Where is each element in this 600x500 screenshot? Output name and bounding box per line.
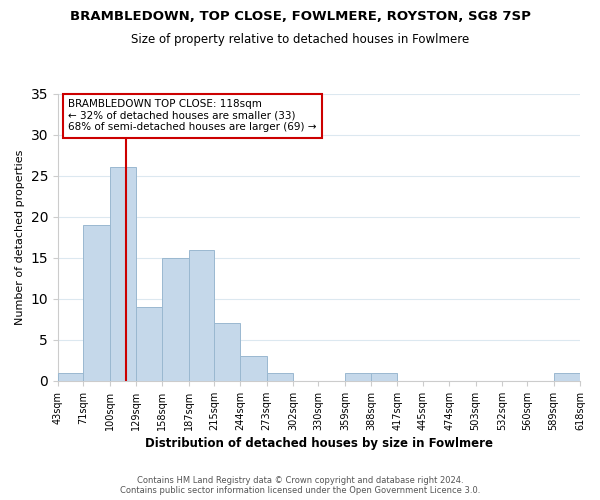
Bar xyxy=(371,372,397,381)
Text: Contains HM Land Registry data © Crown copyright and database right 2024.
Contai: Contains HM Land Registry data © Crown c… xyxy=(120,476,480,495)
Text: BRAMBLEDOWN TOP CLOSE: 118sqm
← 32% of detached houses are smaller (33)
68% of s: BRAMBLEDOWN TOP CLOSE: 118sqm ← 32% of d… xyxy=(68,99,317,132)
Bar xyxy=(554,372,580,381)
Y-axis label: Number of detached properties: Number of detached properties xyxy=(15,150,25,325)
Bar xyxy=(241,356,267,381)
Bar xyxy=(188,250,214,381)
Bar xyxy=(267,372,293,381)
X-axis label: Distribution of detached houses by size in Fowlmere: Distribution of detached houses by size … xyxy=(145,437,493,450)
Text: Size of property relative to detached houses in Fowlmere: Size of property relative to detached ho… xyxy=(131,32,469,46)
Bar xyxy=(580,372,600,381)
Bar xyxy=(345,372,371,381)
Bar xyxy=(83,225,110,381)
Bar xyxy=(136,307,163,381)
Bar xyxy=(58,372,83,381)
Bar xyxy=(214,324,241,381)
Bar xyxy=(110,168,136,381)
Text: BRAMBLEDOWN, TOP CLOSE, FOWLMERE, ROYSTON, SG8 7SP: BRAMBLEDOWN, TOP CLOSE, FOWLMERE, ROYSTO… xyxy=(70,10,530,23)
Bar xyxy=(163,258,188,381)
